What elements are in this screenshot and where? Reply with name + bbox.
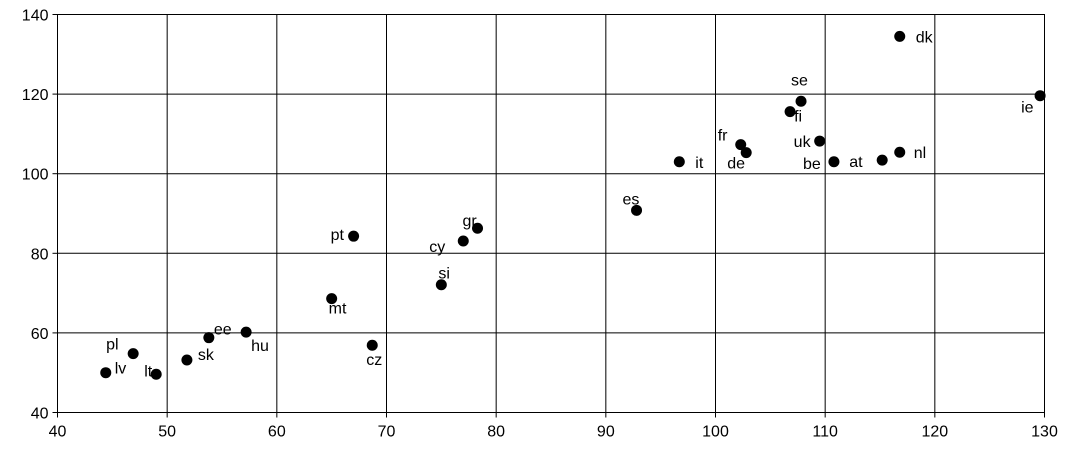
data-point-lt [150,368,162,380]
x-tick-label: 80 [487,424,505,441]
point-label-gr: gr [463,213,478,230]
point-label-es: es [623,191,640,208]
point-label-fi: fi [794,109,802,126]
point-label-cz: cz [366,352,382,369]
data-point-ie [1034,90,1046,102]
data-point-se [795,95,807,107]
point-label-at: at [849,154,863,171]
y-tick-label: 40 [31,406,49,423]
data-point-ee [203,332,215,344]
data-point-uk [814,135,826,147]
point-label-hu: hu [251,338,269,355]
data-point-lv [100,367,112,379]
x-tick-label: 100 [702,424,729,441]
data-point-es [631,204,643,216]
point-label-nl: nl [914,145,926,162]
data-point-nl [894,146,906,158]
point-label-de: de [727,156,745,173]
axis-ticks: 40 50 60 70 80 90 100 110 120 130 40 60 80 100 120 140 [22,8,1058,441]
y-tick-label: 120 [22,87,49,104]
data-point-si [435,279,447,291]
point-label-si: si [438,266,450,283]
data-point-at [876,154,888,166]
x-tick-label: 120 [921,424,948,441]
data-point-mt [326,293,338,305]
x-tick-label: 70 [378,424,396,441]
data-point-de [740,147,752,159]
point-label-lv: lv [115,361,127,378]
data-point-sk [181,354,193,366]
data-point-cz [366,339,378,351]
data-point-cy [457,235,469,247]
data-point-fi [784,106,796,118]
y-tick-label: 140 [22,8,49,25]
grid [57,14,1045,413]
point-label-dk: dk [916,29,934,46]
point-label-se: se [791,72,808,89]
data-point-be [828,156,840,168]
point-label-uk: uk [794,134,812,151]
x-tick-label: 110 [812,424,838,441]
point-label-lt: lt [144,363,153,380]
y-tick-label: 80 [31,246,49,263]
point-label-it: it [695,155,704,172]
data-point-pl [127,348,139,360]
x-tick-label: 130 [1031,424,1058,441]
point-label-pl: pl [106,337,118,354]
point-label-be: be [803,156,821,173]
x-tick-label: 60 [268,424,286,441]
data-point-fr [735,139,747,151]
point-label-pt: pt [331,227,345,244]
data-point-hu [240,326,252,338]
x-tick-label: 40 [49,424,67,441]
x-tick-label: 90 [597,424,615,441]
data-point-gr [472,222,484,234]
data-point-it [673,156,685,168]
point-label-ie: ie [1021,100,1034,117]
point-label-fr: fr [718,128,728,145]
point-label-mt: mt [329,301,347,318]
point-label-cy: cy [429,239,445,256]
data-point-pt [348,230,360,242]
y-tick-label: 100 [22,167,49,184]
y-tick-label: 60 [31,326,49,343]
point-label-sk: sk [198,347,215,364]
plot-frame [57,14,1045,413]
point-label-ee: ee [214,322,232,339]
data-point-dk [894,30,906,42]
x-tick-label: 50 [158,424,176,441]
